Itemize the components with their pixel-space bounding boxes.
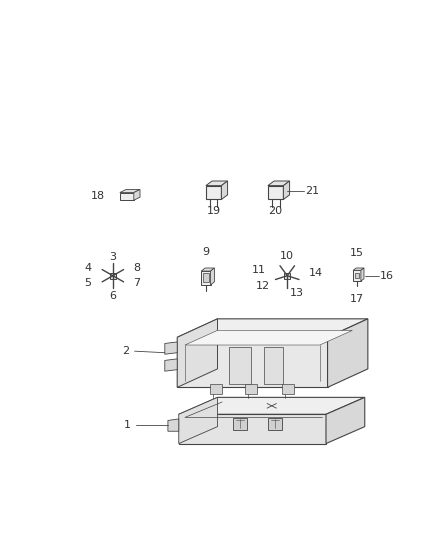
- Polygon shape: [120, 189, 140, 192]
- Text: 7: 7: [133, 278, 140, 288]
- Text: 6: 6: [110, 290, 117, 301]
- Polygon shape: [245, 384, 257, 393]
- Polygon shape: [355, 273, 359, 278]
- Text: 16: 16: [380, 271, 394, 281]
- Text: 10: 10: [280, 251, 294, 261]
- Polygon shape: [229, 346, 251, 384]
- Text: 14: 14: [309, 268, 323, 278]
- Polygon shape: [268, 185, 283, 199]
- Text: 5: 5: [84, 278, 91, 288]
- Text: 18: 18: [91, 191, 105, 201]
- Polygon shape: [165, 359, 177, 371]
- Polygon shape: [206, 185, 221, 199]
- Polygon shape: [120, 192, 134, 200]
- Polygon shape: [177, 337, 328, 387]
- Polygon shape: [203, 273, 209, 282]
- Text: 21: 21: [305, 186, 319, 196]
- Text: 4: 4: [84, 263, 91, 273]
- Polygon shape: [206, 181, 228, 185]
- Polygon shape: [233, 418, 247, 430]
- Polygon shape: [282, 384, 294, 393]
- Polygon shape: [221, 181, 228, 199]
- Polygon shape: [177, 319, 368, 337]
- Text: 20: 20: [268, 206, 283, 216]
- Text: 19: 19: [207, 206, 221, 216]
- Text: 9: 9: [202, 247, 209, 257]
- Text: 2: 2: [122, 346, 129, 356]
- Polygon shape: [211, 268, 214, 285]
- Polygon shape: [185, 330, 352, 345]
- Polygon shape: [328, 319, 368, 387]
- Polygon shape: [110, 273, 116, 279]
- Polygon shape: [353, 270, 361, 281]
- Polygon shape: [179, 398, 365, 414]
- Text: 17: 17: [350, 294, 364, 304]
- Polygon shape: [283, 181, 290, 199]
- Polygon shape: [179, 398, 218, 443]
- Polygon shape: [201, 271, 211, 285]
- Text: 12: 12: [256, 281, 270, 292]
- Polygon shape: [168, 419, 179, 431]
- Polygon shape: [179, 414, 326, 443]
- Polygon shape: [361, 268, 364, 281]
- Text: 11: 11: [251, 264, 265, 274]
- Polygon shape: [165, 342, 177, 354]
- Text: 13: 13: [290, 288, 304, 297]
- Text: 1: 1: [124, 420, 131, 430]
- Polygon shape: [201, 268, 214, 271]
- Polygon shape: [268, 181, 290, 185]
- Text: 8: 8: [133, 263, 140, 273]
- Polygon shape: [268, 418, 282, 430]
- Polygon shape: [210, 384, 222, 393]
- Polygon shape: [264, 346, 283, 384]
- Text: 3: 3: [110, 252, 117, 262]
- Text: 15: 15: [350, 248, 364, 257]
- Polygon shape: [284, 273, 290, 279]
- Polygon shape: [353, 268, 364, 270]
- Polygon shape: [326, 398, 365, 443]
- Polygon shape: [177, 319, 218, 387]
- Polygon shape: [134, 189, 140, 200]
